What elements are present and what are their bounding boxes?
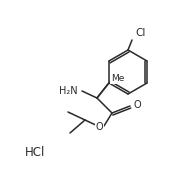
Text: H₂N: H₂N: [59, 86, 78, 96]
Text: O: O: [134, 100, 142, 110]
Text: Me: Me: [111, 74, 124, 83]
Text: HCl: HCl: [25, 146, 45, 158]
Text: Cl: Cl: [135, 28, 145, 38]
Text: O: O: [95, 122, 103, 132]
